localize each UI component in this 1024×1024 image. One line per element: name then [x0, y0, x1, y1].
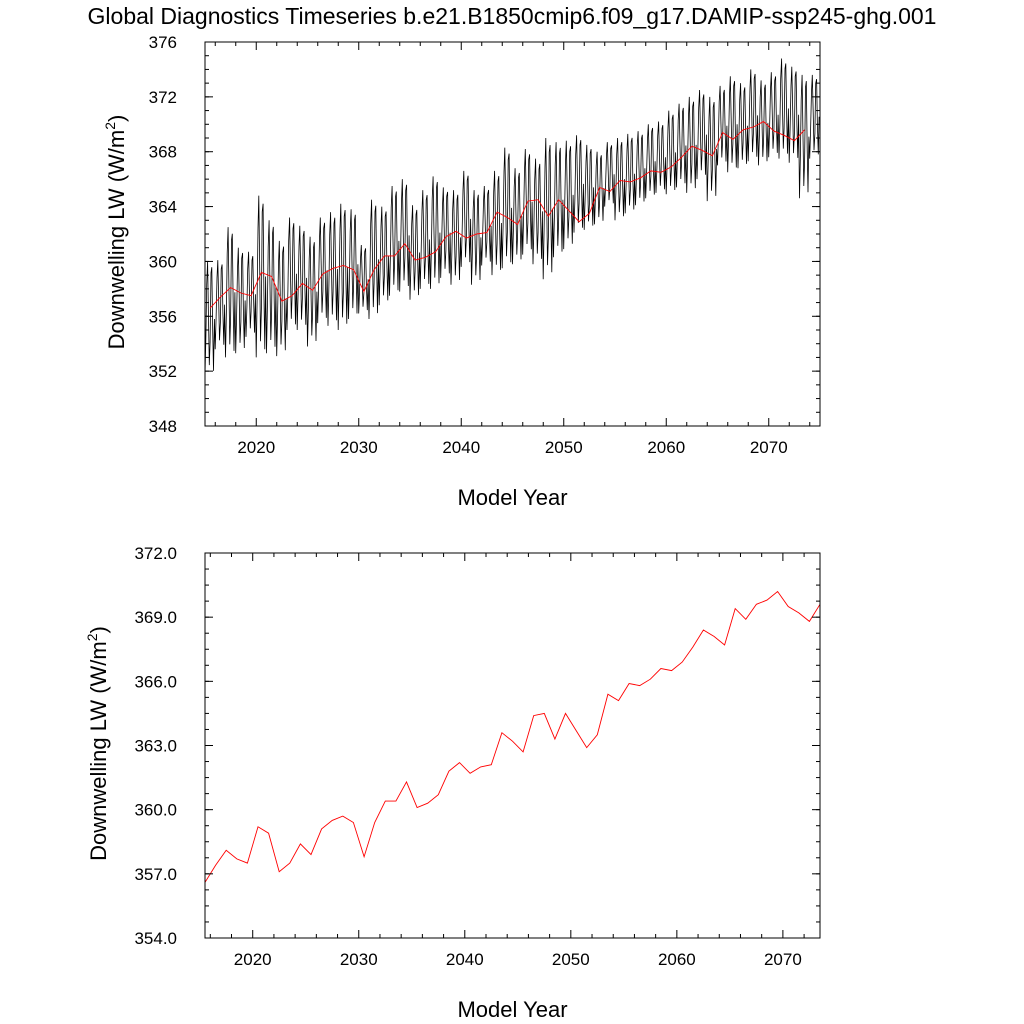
figure-title: Global Diagnostics Timeseries b.e21.B185… — [88, 3, 937, 29]
y-axis-label-superscript: 2 — [102, 122, 118, 130]
x-tick-label: 2050 — [552, 950, 590, 969]
x-tick-label: 2070 — [764, 950, 802, 969]
y-tick-label: 357.0 — [134, 865, 177, 884]
top-chart-panel: 2020 2030 2040 2050 2060 2070 348 352 356 360 364 3… — [102, 33, 821, 510]
y-tick-label: 354.0 — [134, 929, 177, 948]
y-axis-label-close: ) — [104, 115, 129, 122]
x-tick-label: 2040 — [442, 438, 480, 457]
annual-mean-series-line-1 — [204, 590, 821, 883]
x-tick-label: 2030 — [340, 950, 378, 969]
y-tick-label: 372.0 — [134, 544, 177, 563]
x-tick-label: 2050 — [545, 438, 583, 457]
y-axis-label: Downwelling LW (W/m2) — [84, 626, 111, 861]
y-tick-label: 363.0 — [134, 737, 177, 756]
y-tick-label: 376 — [149, 33, 177, 52]
x-tick-label: 2060 — [658, 950, 696, 969]
y-tick-label: 356 — [149, 307, 177, 326]
y-axis-label-superscript: 2 — [84, 633, 100, 641]
y-axis-label-main: Downwelling LW (W/m — [104, 130, 129, 350]
x-tick-label: 2020 — [234, 950, 272, 969]
plot-frame — [204, 552, 821, 939]
y-tick-label: 364 — [149, 198, 177, 217]
y-axis-label-main: Downwelling LW (W/m — [86, 641, 111, 861]
bottom-chart-panel: 2020 2030 2040 2050 2060 2070 354.0 357.0 360.0 3… — [84, 544, 821, 1022]
x-tick-label: 2030 — [340, 438, 378, 457]
y-tick-label: 360.0 — [134, 801, 177, 820]
annual-mean-series-line-0 — [209, 120, 805, 309]
y-axis-label: Downwelling LW (W/m2) — [102, 115, 129, 350]
x-tick-label: 2070 — [750, 438, 788, 457]
plot-frame — [204, 41, 821, 427]
y-axis-label-close: ) — [86, 626, 111, 633]
x-tick-label: 2040 — [446, 950, 484, 969]
y-tick-label: 366.0 — [134, 672, 177, 691]
y-tick-label: 360 — [149, 252, 177, 271]
x-axis-label: Model Year — [457, 485, 567, 510]
y-tick-label: 352 — [149, 362, 177, 381]
y-tick-label: 348 — [149, 417, 177, 436]
x-axis-label: Model Year — [457, 997, 567, 1022]
y-tick-label: 372 — [149, 88, 177, 107]
x-tick-label: 2020 — [237, 438, 275, 457]
y-tick-label: 368 — [149, 143, 177, 162]
y-tick-label: 369.0 — [134, 608, 177, 627]
x-tick-label: 2060 — [647, 438, 685, 457]
monthly-series-line-0 — [204, 58, 820, 377]
